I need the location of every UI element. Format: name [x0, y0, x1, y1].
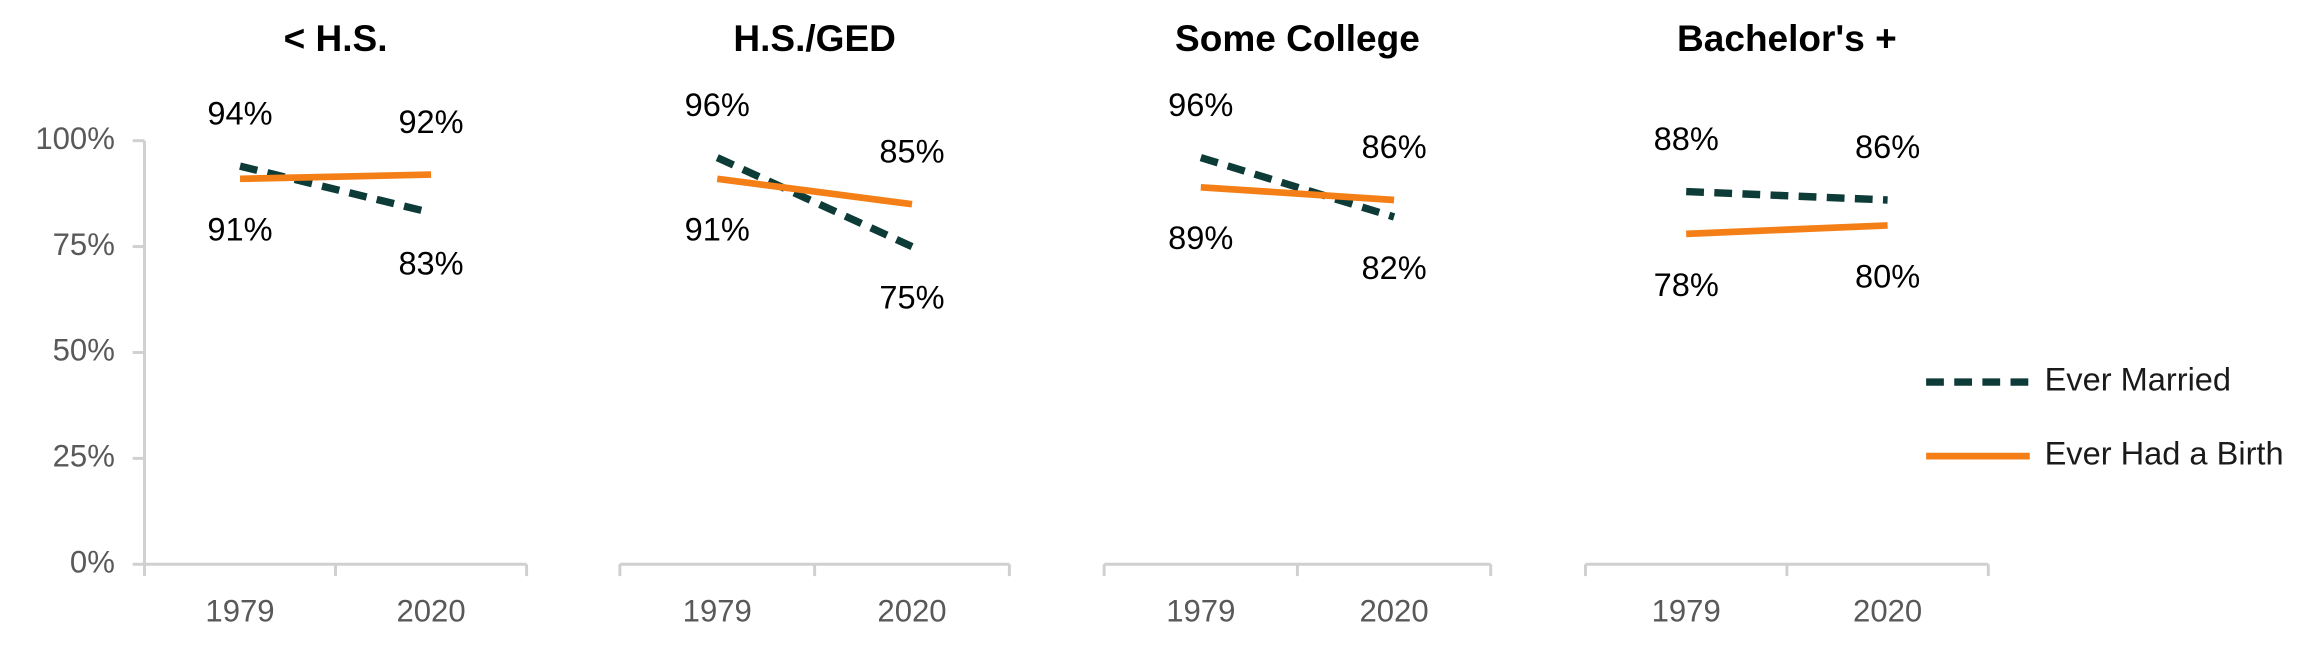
y-tick-label: 0% [70, 544, 115, 579]
series-line [1200, 183, 1395, 204]
panel-title: < H.S. [284, 17, 388, 59]
value-label: 86% [1361, 129, 1426, 165]
panel-title: H.S./GED [733, 17, 896, 59]
series-line [1686, 187, 1888, 204]
series-line [239, 162, 432, 217]
series-line [716, 175, 913, 208]
value-label: 96% [685, 87, 750, 123]
value-label: 94% [207, 95, 272, 131]
x-tick-label: 1979 [205, 593, 274, 628]
series-line [1199, 154, 1396, 221]
series-line [715, 154, 914, 250]
value-label: 88% [1654, 121, 1719, 157]
value-label: 85% [879, 133, 944, 169]
panel-title: Some College [1175, 17, 1420, 59]
value-label: 82% [1361, 250, 1426, 286]
value-label: 92% [398, 104, 463, 140]
legend-label: Ever Married [2045, 362, 2231, 398]
x-tick-label: 2020 [1853, 593, 1922, 628]
panel-title: Bachelor's + [1677, 17, 1897, 59]
value-label: 78% [1654, 267, 1719, 303]
series-line [239, 171, 432, 183]
legend-label: Ever Had a Birth [2045, 436, 2284, 472]
x-tick-label: 1979 [1166, 593, 1235, 628]
y-tick-label: 75% [53, 227, 115, 262]
series-line [1686, 222, 1888, 238]
x-tick-label: 2020 [396, 593, 465, 628]
x-tick-label: 1979 [683, 593, 752, 628]
x-tick-label: 1979 [1652, 593, 1721, 628]
value-label: 86% [1855, 129, 1920, 165]
value-label: 80% [1855, 258, 1920, 294]
value-label: 83% [398, 246, 463, 282]
y-tick-label: 100% [35, 121, 115, 156]
x-tick-label: 2020 [877, 593, 946, 628]
y-tick-label: 25% [53, 439, 115, 474]
value-label: 75% [879, 280, 944, 316]
value-label: 91% [685, 212, 750, 248]
value-label: 91% [207, 212, 272, 248]
y-tick-label: 50% [53, 333, 115, 368]
value-label: 96% [1168, 87, 1233, 123]
value-label: 89% [1168, 220, 1233, 256]
x-tick-label: 2020 [1359, 593, 1428, 628]
